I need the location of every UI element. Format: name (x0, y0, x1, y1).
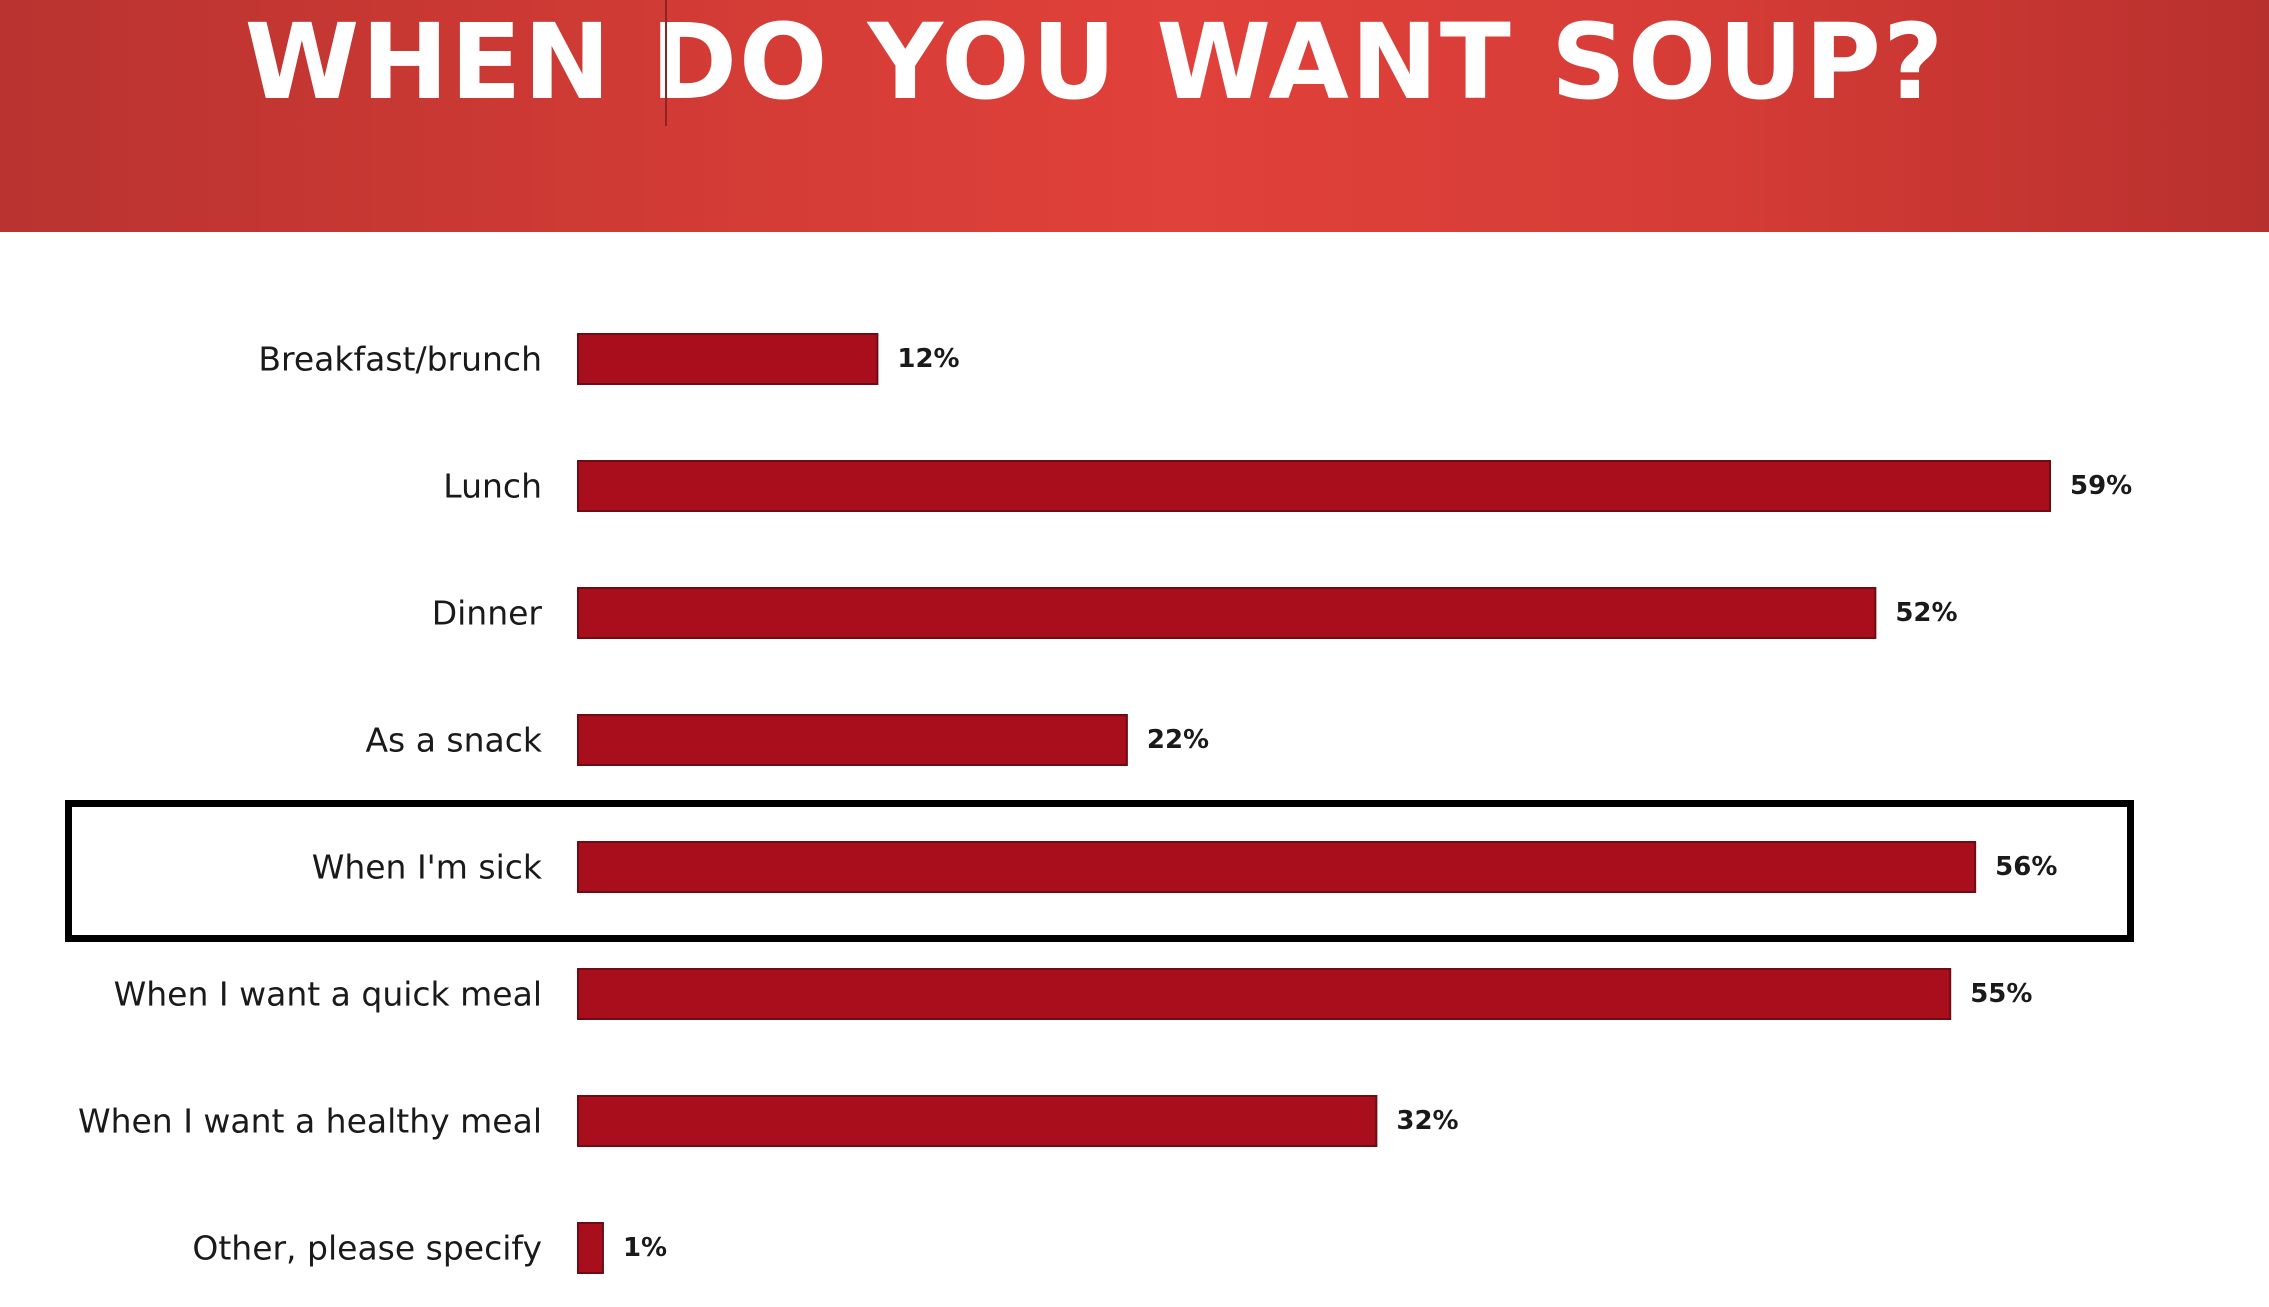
bar-1 (577, 460, 2051, 512)
category-label: When I want a healthy meal (78, 1102, 542, 1141)
bar-3 (577, 714, 1128, 766)
value-label: 22% (1147, 725, 1209, 755)
value-label: 32% (1396, 1106, 1458, 1136)
bar-0 (577, 333, 879, 385)
value-label: 59% (2070, 471, 2132, 501)
bar-4 (577, 841, 1977, 893)
bar-7 (577, 1222, 604, 1274)
category-label: Breakfast/brunch (258, 340, 542, 379)
category-label: As a snack (365, 721, 542, 760)
page-title: WHEN DO YOU WANT SOUP? (244, 1, 1946, 123)
text-cursor (665, 0, 667, 126)
category-label: Lunch (443, 467, 542, 506)
category-label: When I want a quick meal (114, 975, 542, 1014)
title-banner: WHEN DO YOU WANT SOUP? (0, 0, 2269, 232)
bar-2 (577, 587, 1877, 639)
bar-5 (577, 968, 1952, 1020)
category-label: When I'm sick (312, 848, 543, 887)
value-label: 12% (897, 344, 959, 374)
value-label: 55% (1970, 979, 2032, 1009)
value-label: 1% (623, 1233, 667, 1263)
labels-layer: Breakfast/brunch 12% Lunch 59% Dinner 52% As a… (78, 340, 2132, 1268)
value-label: 56% (1995, 852, 2057, 882)
bars-layer (577, 333, 2051, 1274)
bar-6 (577, 1095, 1378, 1147)
category-label: Other, please specify (192, 1229, 542, 1268)
value-label: 52% (1895, 598, 1957, 628)
category-label: Dinner (432, 594, 543, 633)
